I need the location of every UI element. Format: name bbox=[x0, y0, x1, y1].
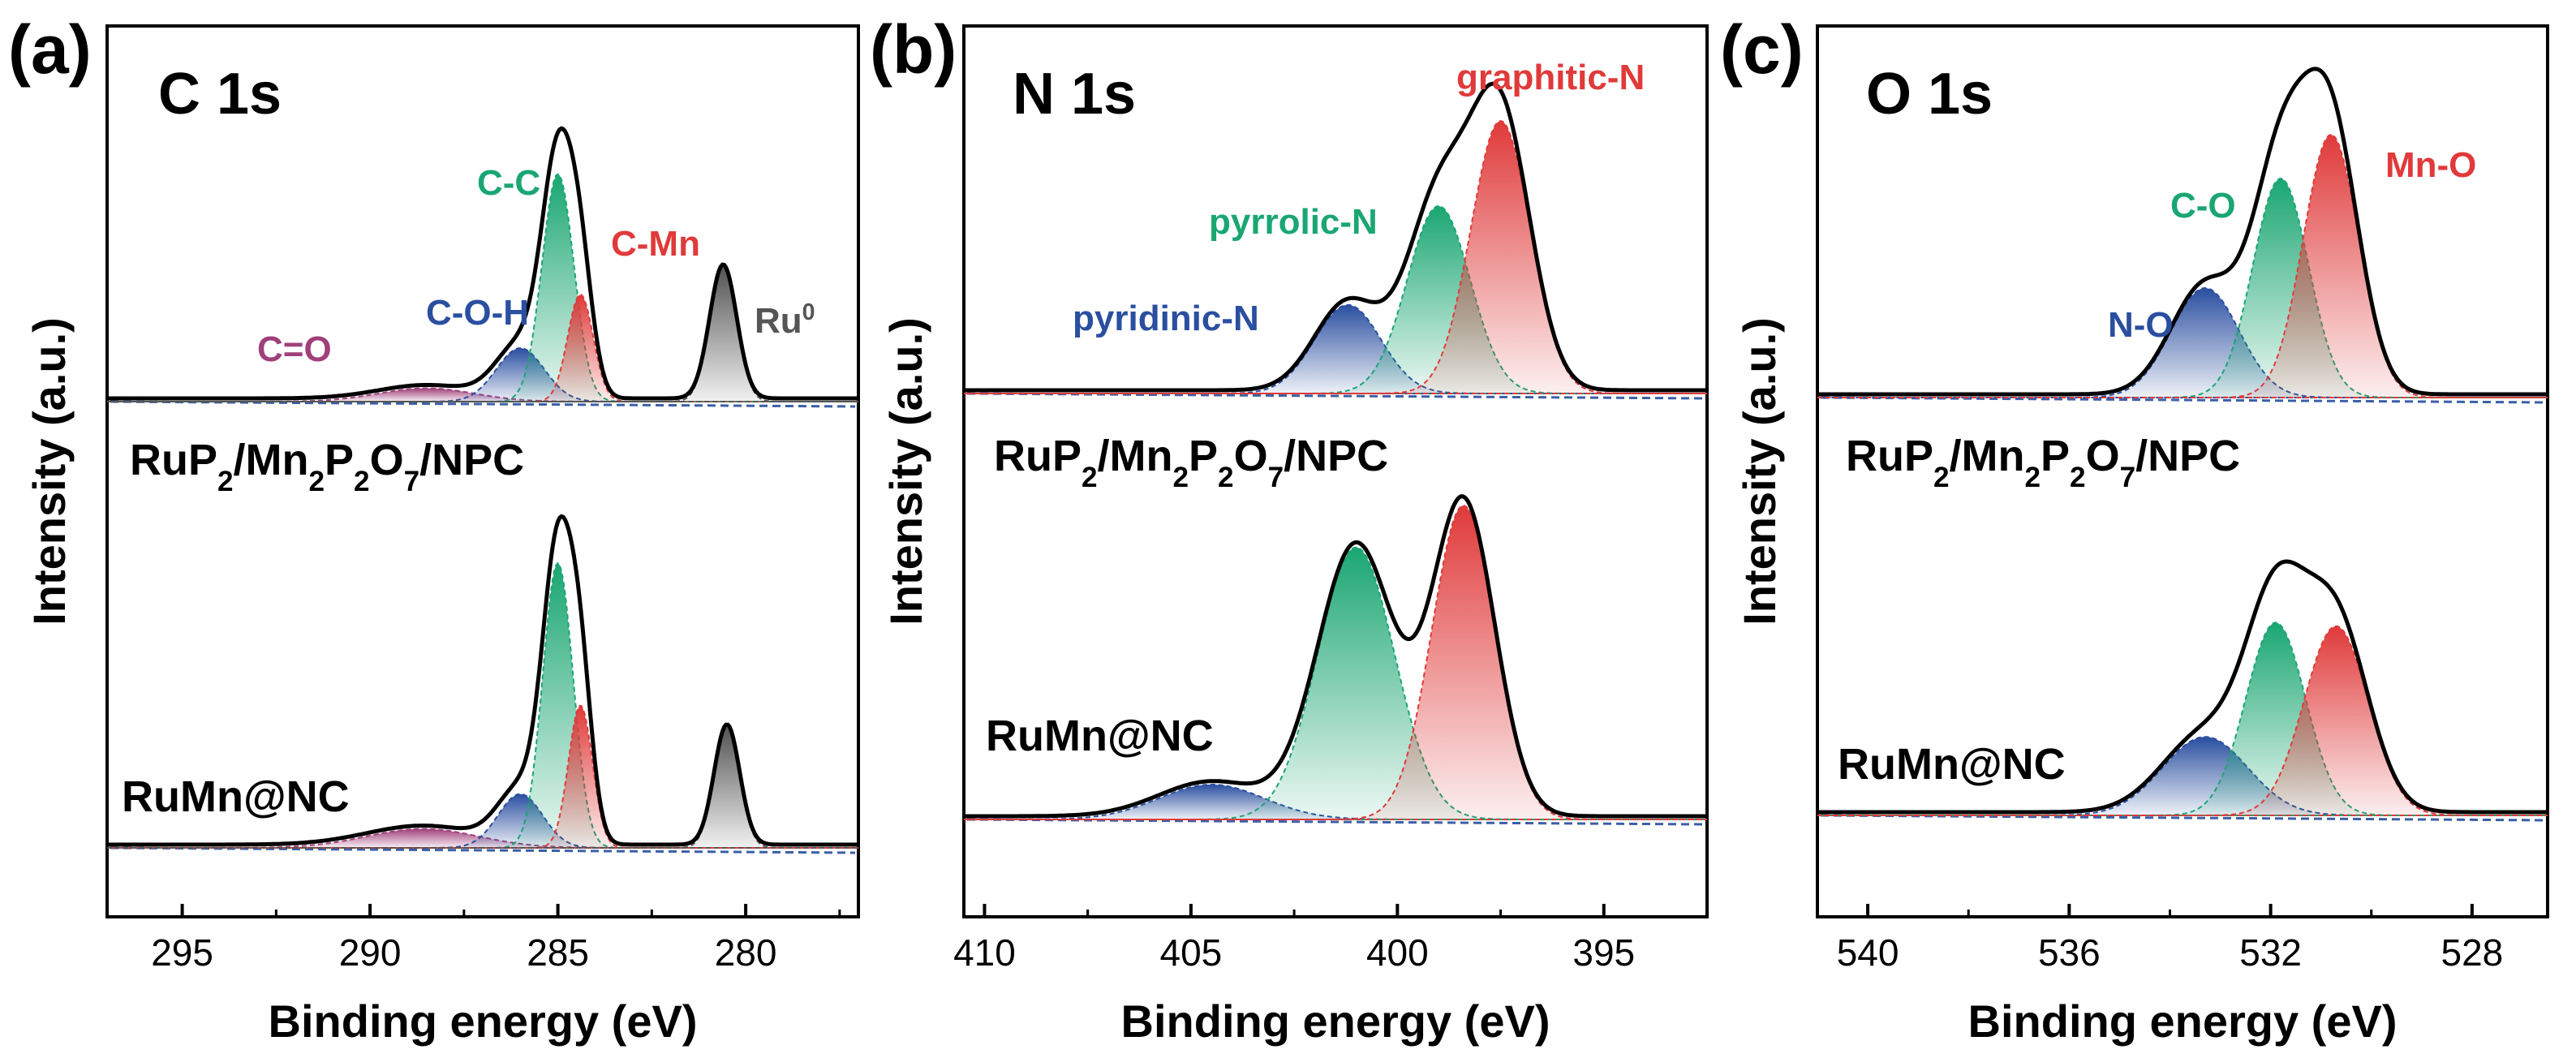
x-tick-label: 285 bbox=[527, 931, 589, 974]
x-tick-label: 528 bbox=[2441, 931, 2504, 974]
sample-label: RuP2/Mn2P2O7/NPC bbox=[994, 432, 1388, 493]
component-label: C-O bbox=[2170, 186, 2236, 226]
sample-label: RuMn@NC bbox=[1838, 740, 2066, 789]
x-tick-label: 400 bbox=[1366, 931, 1429, 974]
y-axis-label: Intensity (a.u.) bbox=[1734, 317, 1785, 626]
x-tick-label: 405 bbox=[1160, 931, 1223, 974]
component-label: Ru0 bbox=[755, 299, 815, 341]
sample-label: RuMn@NC bbox=[986, 712, 1214, 760]
plot-frame bbox=[105, 24, 860, 918]
component-label: C=O bbox=[257, 329, 332, 369]
component-label: Mn-O bbox=[2385, 145, 2476, 185]
x-tick-label: 536 bbox=[2038, 931, 2101, 974]
panel-a: 295 290 285 280 Binding energy (eV) Intensity… bbox=[8, 11, 860, 1047]
component-peak-mn-o bbox=[1817, 625, 2548, 816]
panel-letter: (a) bbox=[8, 11, 92, 88]
panel-c: 540 536 532 528 Binding energy (eV) Intensity… bbox=[1720, 11, 2549, 1047]
component-peak-mn-o bbox=[1817, 134, 2548, 398]
panel-b: 410 405 400 395 Binding energy (eV) Intensity… bbox=[870, 11, 1709, 1047]
component-label: C-O-H bbox=[426, 293, 529, 333]
component-peak-graphitic-n bbox=[964, 505, 1707, 820]
sample-label: RuP2/Mn2P2O7/NPC bbox=[1846, 432, 2240, 493]
y-axis-label: Intensity (a.u.) bbox=[24, 317, 75, 626]
component-label: C-C bbox=[477, 163, 540, 203]
panel-letter: (b) bbox=[870, 11, 957, 88]
envelope-curve bbox=[964, 494, 1707, 819]
envelope-curve bbox=[1817, 67, 2548, 397]
core-level-title: C 1s bbox=[158, 62, 282, 127]
spectrum-bottom bbox=[964, 494, 1707, 826]
x-axis-label: Binding energy (eV) bbox=[1968, 996, 2398, 1047]
component-label: graphitic-N bbox=[1456, 58, 1645, 97]
envelope-curve bbox=[107, 126, 858, 401]
x-tick-label: 532 bbox=[2239, 931, 2302, 974]
spectrum-top bbox=[107, 126, 858, 408]
x-tick-label: 280 bbox=[715, 931, 777, 974]
panel-letter: (c) bbox=[1720, 11, 1804, 88]
spectrum-top bbox=[1817, 67, 2548, 404]
core-level-title: O 1s bbox=[1866, 62, 1993, 127]
spectrum-top bbox=[964, 81, 1707, 400]
x-tick-label: 295 bbox=[151, 931, 213, 974]
envelope-curve bbox=[964, 81, 1707, 393]
sample-label: RuP2/Mn2P2O7/NPC bbox=[130, 436, 524, 497]
x-axis-label: Binding energy (eV) bbox=[269, 996, 698, 1047]
spectrum-bottom bbox=[1817, 559, 2548, 822]
envelope-curve bbox=[107, 514, 858, 847]
y-axis-label: Intensity (a.u.) bbox=[880, 317, 931, 626]
x-tick-label: 410 bbox=[953, 931, 1016, 974]
component-label: C-Mn bbox=[611, 224, 700, 264]
envelope-curve bbox=[1817, 559, 2548, 815]
component-label: N-O bbox=[2108, 305, 2174, 345]
component-peak-graphitic-n bbox=[964, 120, 1707, 394]
x-axis-label: Binding energy (eV) bbox=[1121, 996, 1550, 1047]
plot-frame bbox=[962, 24, 1709, 918]
component-label: pyrrolic-N bbox=[1209, 202, 1378, 242]
x-tick-label: 290 bbox=[339, 931, 402, 974]
component-peak-pyridinic-n bbox=[964, 546, 1707, 820]
sample-label: RuMn@NC bbox=[122, 772, 350, 821]
x-tick-label: 540 bbox=[1837, 931, 1899, 974]
component-peak-ru0 bbox=[107, 267, 858, 402]
core-level-title: N 1s bbox=[1013, 62, 1136, 127]
component-label: pyridinic-N bbox=[1073, 299, 1259, 338]
spectrum-bottom bbox=[107, 514, 858, 854]
x-tick-label: 395 bbox=[1572, 931, 1635, 974]
plot-frame bbox=[1816, 24, 2549, 918]
